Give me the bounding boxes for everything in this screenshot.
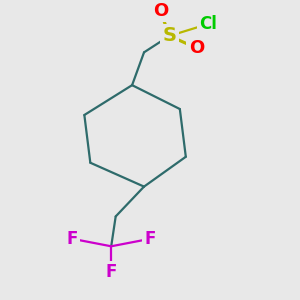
Text: F: F — [67, 230, 78, 248]
Text: F: F — [106, 263, 117, 281]
Text: F: F — [144, 230, 156, 248]
Text: Cl: Cl — [199, 15, 217, 33]
Text: O: O — [153, 2, 168, 20]
Text: S: S — [162, 26, 176, 45]
Text: O: O — [189, 39, 204, 57]
